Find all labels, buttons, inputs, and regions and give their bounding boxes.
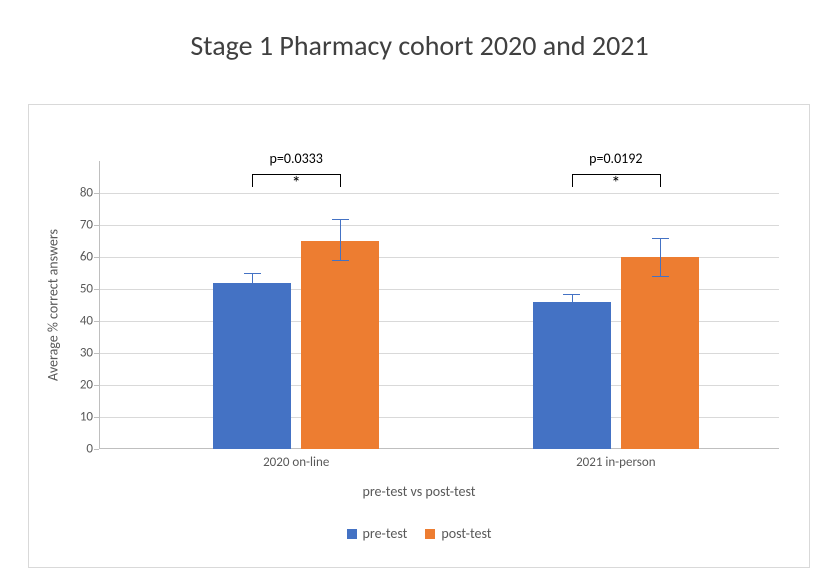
error-bar-cap <box>332 219 349 220</box>
chart-area: 0 10 20 30 40 50 60 70 80 * p=0.0333 2020 on-line * p… <box>28 104 810 568</box>
bar <box>621 257 699 449</box>
bar <box>301 241 379 449</box>
error-bar <box>252 273 253 292</box>
bar <box>213 283 291 449</box>
p-value-label: p=0.0192 <box>589 150 642 167</box>
legend-swatch-icon <box>347 529 357 539</box>
legend-item-pretest: pre-test <box>347 525 408 542</box>
category-label: 2020 on-line <box>263 449 329 470</box>
category-label: 2021 in-person <box>576 449 655 470</box>
error-bar-cap <box>563 310 580 311</box>
legend-label: post-test <box>441 525 491 542</box>
error-bar-cap <box>244 273 261 274</box>
y-tick-label: 40 <box>80 314 99 329</box>
gridline <box>99 193 779 194</box>
x-axis-title: pre-test vs post-test <box>29 483 809 500</box>
legend: pre-test post-test <box>29 525 809 542</box>
error-bar <box>660 238 661 276</box>
significance-star: * <box>292 172 301 194</box>
error-bar <box>340 219 341 261</box>
y-tick-label: 70 <box>80 218 99 233</box>
significance-bracket-drop <box>572 174 573 187</box>
y-tick-label: 30 <box>80 346 99 361</box>
y-tick-label: 80 <box>80 186 99 201</box>
error-bar-cap <box>652 238 669 239</box>
legend-swatch-icon <box>425 529 435 539</box>
error-bar-cap <box>652 276 669 277</box>
y-tick-label: 20 <box>80 378 99 393</box>
y-tick-label: 10 <box>80 410 99 425</box>
legend-item-posttest: post-test <box>425 525 491 542</box>
y-axis-line <box>99 161 100 449</box>
significance-bracket-drop <box>340 174 341 187</box>
plot-area: 01020304050607080*p=0.03332020 on-line*p… <box>99 161 779 449</box>
p-value-label: p=0.0333 <box>270 150 323 167</box>
y-tick-label: 50 <box>80 282 99 297</box>
chart-title: Stage 1 Pharmacy cohort 2020 and 2021 <box>0 28 839 63</box>
significance-bracket-drop <box>252 174 253 187</box>
y-tick-label: 60 <box>80 250 99 265</box>
bar <box>533 302 611 449</box>
error-bar-cap <box>332 260 349 261</box>
error-bar <box>572 294 573 310</box>
error-bar-cap <box>563 294 580 295</box>
y-axis-title: Average % correct answers <box>45 229 62 381</box>
significance-bracket-drop <box>660 174 661 187</box>
significance-star: * <box>611 172 620 194</box>
y-tick-label: 0 <box>86 442 99 457</box>
error-bar-cap <box>244 292 261 293</box>
gridline <box>99 225 779 226</box>
legend-label: pre-test <box>363 525 408 542</box>
